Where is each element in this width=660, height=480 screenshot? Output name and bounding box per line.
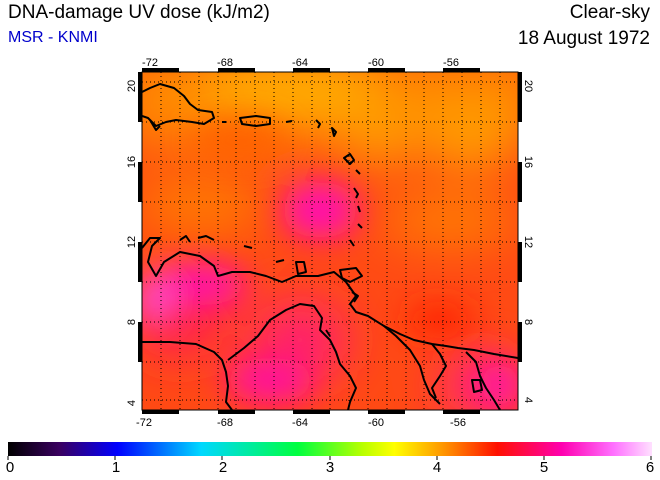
coastlines <box>142 83 518 410</box>
lat-label-left: 20 <box>126 80 138 92</box>
source-label: MSR - KNMI <box>8 29 98 46</box>
colorbar-label: 4 <box>432 459 442 476</box>
lon-label-bottom: -72 <box>136 417 152 429</box>
lat-label-right: 20 <box>522 80 534 92</box>
map-title: DNA-damage UV dose (kJ/m2) <box>8 2 270 23</box>
lat-label-left: 12 <box>126 236 138 248</box>
lon-label-top: -60 <box>368 57 384 69</box>
colorbar-label: 3 <box>325 459 335 476</box>
sky-condition-label: Clear-sky <box>569 2 650 23</box>
lat-label-left: 16 <box>126 156 138 168</box>
date-label: 18 August 1972 <box>517 28 650 49</box>
lon-label-bottom: -64 <box>292 417 308 429</box>
lon-label-bottom: -56 <box>450 417 466 429</box>
frame-ticks <box>138 68 522 414</box>
colorbar-label: 5 <box>539 459 549 476</box>
colorbar <box>8 442 652 456</box>
lon-label-top: -68 <box>217 57 233 69</box>
lon-label-top: -56 <box>443 57 459 69</box>
lat-label-left: 8 <box>126 319 138 325</box>
lat-label-right: 12 <box>522 236 534 248</box>
lat-label-right: 16 <box>522 156 534 168</box>
lat-label-right: 4 <box>522 397 534 403</box>
lon-label-bottom: -60 <box>368 417 384 429</box>
graticule <box>142 72 518 410</box>
colorbar-label: 6 <box>645 459 655 476</box>
lon-label-bottom: -68 <box>217 417 233 429</box>
colorbar-label: 2 <box>218 459 228 476</box>
lat-label-left: 4 <box>126 400 138 406</box>
colorbar-label: 1 <box>111 459 121 476</box>
lat-label-right: 8 <box>522 319 534 325</box>
lon-label-top: -72 <box>142 57 158 69</box>
lon-label-top: -64 <box>292 57 308 69</box>
colorbar-ticks <box>7 456 652 460</box>
colorbar-label: 0 <box>5 459 15 476</box>
